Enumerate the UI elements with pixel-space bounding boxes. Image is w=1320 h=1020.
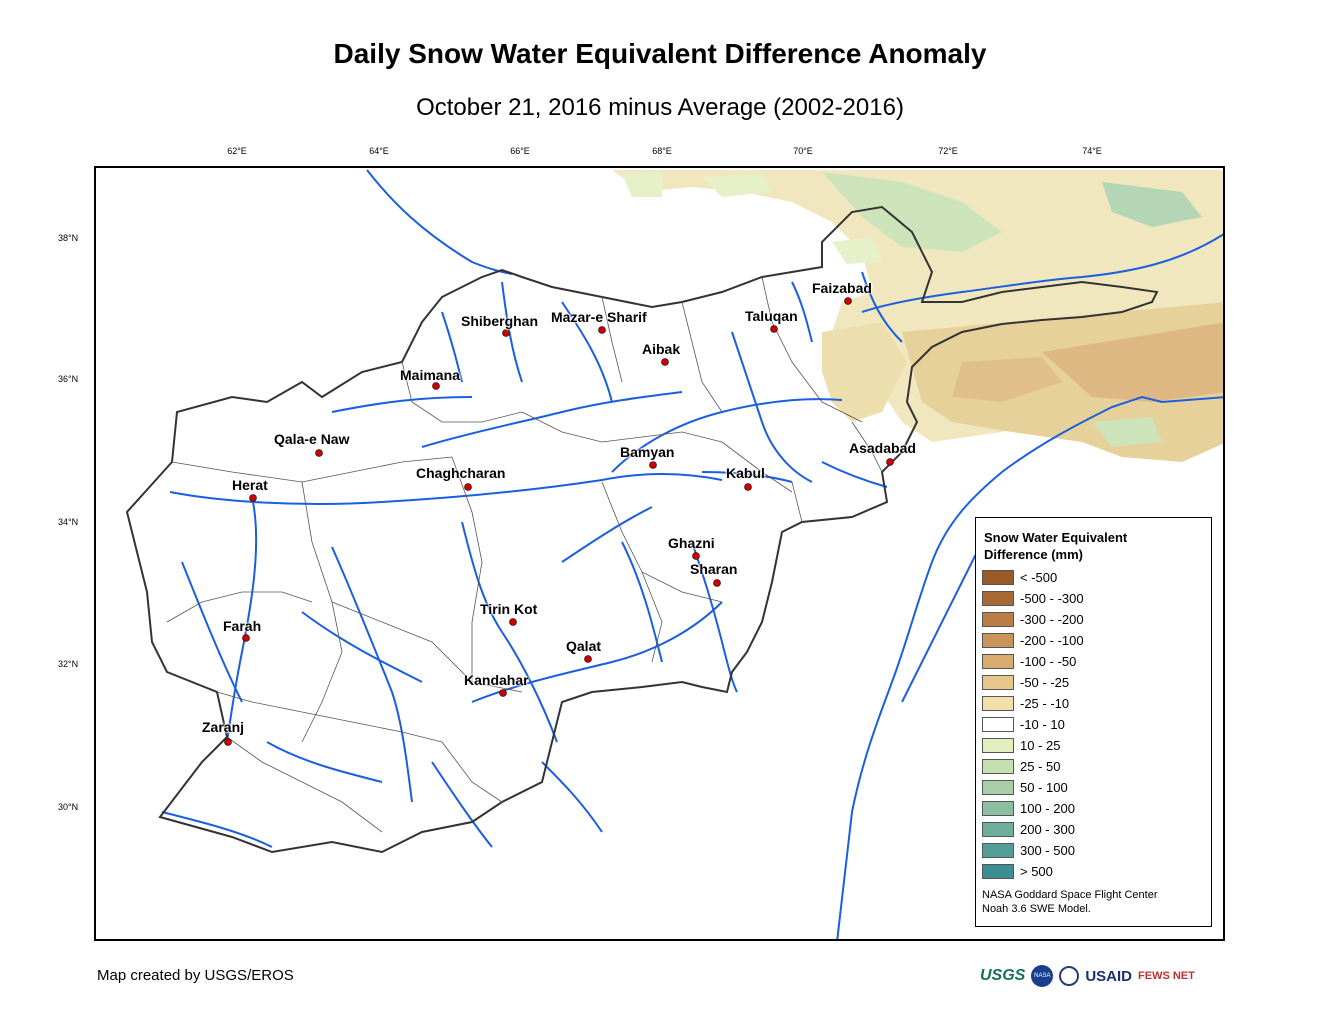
legend-item: -500 - -300 — [982, 590, 1084, 607]
city-label-shiberghan: Shiberghan — [461, 313, 539, 329]
city-label-aibak: Aibak — [642, 341, 681, 357]
legend-label: -25 - -10 — [1020, 696, 1070, 711]
legend-swatch — [982, 717, 1014, 732]
usaid-logo: USAID — [1085, 967, 1133, 985]
legend-label: 200 - 300 — [1020, 822, 1075, 837]
legend-swatch — [982, 612, 1014, 627]
legend-item: < -500 — [982, 569, 1057, 586]
legend-swatch — [982, 675, 1014, 690]
map-subtitle: October 21, 2016 minus Average (2002-201… — [416, 94, 904, 121]
legend-title: Snow Water Equivalent Difference (mm) — [984, 529, 1184, 563]
legend-item: -200 - -100 — [982, 632, 1084, 649]
lat-tick: 36°N — [58, 374, 79, 384]
legend-item: 10 - 25 — [982, 737, 1060, 754]
lat-tick: 32°N — [58, 659, 79, 669]
legend-item: > 500 — [982, 863, 1053, 880]
legend-credit-line2: Noah 3.6 SWE Model. — [982, 903, 1091, 915]
nasa-logo: NASA — [1031, 965, 1054, 987]
lat-tick: 38°N — [58, 233, 79, 243]
legend-label: 50 - 100 — [1020, 780, 1068, 795]
lon-tick: 68°E — [652, 146, 672, 156]
province-lines — [166, 276, 883, 833]
legend-label: 25 - 50 — [1020, 759, 1061, 774]
city-label-farah: Farah — [223, 618, 262, 634]
legend-item: -300 - -200 — [982, 611, 1084, 628]
legend-swatch — [982, 864, 1014, 879]
lon-tick: 72°E — [938, 146, 958, 156]
map-title: Daily Snow Water Equivalent Difference A… — [333, 38, 987, 69]
map-credit: Map created by USGS/EROS — [97, 967, 294, 984]
legend-label: 10 - 25 — [1020, 738, 1061, 753]
city-label-zaranj: Zaranj — [202, 719, 245, 735]
legend-label: -500 - -300 — [1020, 591, 1084, 606]
legend-item: -10 - 10 — [982, 716, 1065, 733]
legend-item: 200 - 300 — [982, 821, 1075, 838]
legend-label: 100 - 200 — [1020, 801, 1075, 816]
legend-swatch — [982, 780, 1014, 795]
city-label-tirin-kot: Tirin Kot — [480, 601, 538, 617]
legend-swatch — [982, 696, 1014, 711]
city-label-maimana: Maimana — [400, 367, 460, 383]
legend-swatch — [982, 822, 1014, 837]
legend-label: -200 - -100 — [1020, 633, 1084, 648]
legend-label: 300 - 500 — [1020, 843, 1075, 858]
partner-logos: USGS NASA USAID FEWS NET — [980, 965, 1195, 987]
legend-swatch — [982, 570, 1014, 585]
legend-item: 25 - 50 — [982, 758, 1060, 775]
legend-swatch — [982, 738, 1014, 753]
legend-swatch — [982, 843, 1014, 858]
city-label-sharan: Sharan — [690, 561, 738, 577]
legend: Snow Water Equivalent Difference (mm) < … — [975, 517, 1212, 927]
lon-tick: 62°E — [227, 146, 247, 156]
city-label-kabul: Kabul — [726, 465, 765, 481]
city-label-faizabad: Faizabad — [812, 280, 872, 296]
legend-item: -50 - -25 — [982, 674, 1069, 691]
city-label-qalat: Qalat — [566, 638, 602, 654]
legend-swatch — [982, 759, 1014, 774]
legend-item: 300 - 500 — [982, 842, 1075, 859]
city-label-taluqan: Taluqan — [745, 308, 798, 324]
legend-item: -25 - -10 — [982, 695, 1069, 712]
city-label-kandahar: Kandahar — [464, 672, 529, 688]
legend-swatch — [982, 633, 1014, 648]
legend-swatch — [982, 801, 1014, 816]
lon-tick: 66°E — [510, 146, 530, 156]
city-label-chaghcharan: Chaghcharan — [416, 465, 506, 481]
city-label-mazar-e-sharif: Mazar-e Sharif — [551, 309, 647, 325]
legend-label: -100 - -50 — [1020, 654, 1077, 669]
legend-label: < -500 — [1020, 570, 1058, 585]
city-label-asadabad: Asadabad — [849, 440, 916, 456]
terrain-shading — [612, 170, 1223, 462]
lon-tick: 64°E — [369, 146, 389, 156]
city-label-ghazni: Ghazni — [668, 535, 715, 551]
city-label-bamyan: Bamyan — [620, 444, 675, 460]
legend-swatch — [982, 654, 1014, 669]
country-boundary — [125, 205, 1159, 854]
legend-title-line2: Difference (mm) — [984, 547, 1083, 562]
city-label-qala-e-naw: Qala-e Naw — [274, 431, 350, 447]
legend-swatch — [982, 591, 1014, 606]
city-label-herat: Herat — [232, 477, 268, 493]
usgs-logo: USGS — [980, 967, 1026, 984]
legend-title-line1: Snow Water Equivalent — [984, 530, 1128, 545]
legend-item: 50 - 100 — [982, 779, 1068, 796]
map-canvas — [125, 169, 1223, 939]
city-markers — [224, 297, 894, 746]
seal-icon — [1059, 966, 1080, 986]
lat-tick: 34°N — [58, 517, 79, 527]
legend-label: -300 - -200 — [1020, 612, 1084, 627]
lon-tick: 74°E — [1082, 146, 1102, 156]
fews-net-logo: FEWS NET — [1138, 970, 1195, 982]
legend-credit: NASA Goddard Space Flight Center Noah 3.… — [982, 888, 1207, 916]
lon-tick: 70°E — [793, 146, 813, 156]
legend-label: -50 - -25 — [1020, 675, 1070, 690]
legend-credit-line1: NASA Goddard Space Flight Center — [982, 889, 1158, 901]
legend-item: 100 - 200 — [982, 800, 1075, 817]
lat-tick: 30°N — [58, 802, 79, 812]
legend-label: -10 - 10 — [1020, 717, 1065, 732]
legend-label: > 500 — [1020, 864, 1053, 879]
legend-item: -100 - -50 — [982, 653, 1076, 670]
